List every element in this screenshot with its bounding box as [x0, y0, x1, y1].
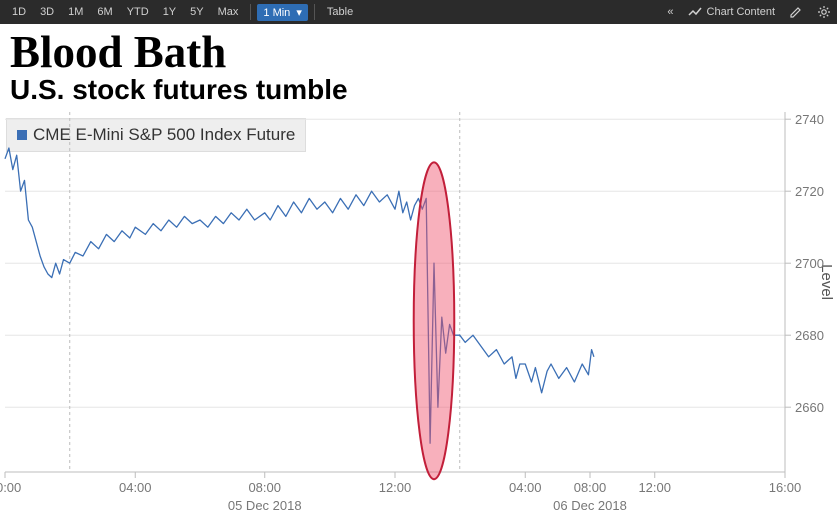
time-range-button-3d[interactable]: 3D — [34, 4, 60, 20]
svg-text:16:00: 16:00 — [769, 480, 802, 495]
svg-text:08:00: 08:00 — [248, 480, 281, 495]
svg-text:2680: 2680 — [795, 328, 824, 343]
gear-icon[interactable] — [817, 5, 831, 19]
line-chart: 2660 2680 2700 2720 2740 20:00 04:00 08:00 12:00… — [0, 112, 837, 518]
toolbar-right: « Chart Content — [667, 5, 831, 19]
time-range-button-max[interactable]: Max — [212, 4, 245, 20]
svg-text:2660: 2660 — [795, 400, 824, 415]
time-range-button-6m[interactable]: 6M — [91, 4, 118, 20]
time-range-button-1y[interactable]: 1Y — [157, 4, 182, 20]
chart-content-button[interactable]: Chart Content — [688, 5, 775, 19]
time-range-buttons: 1D3D1M6MYTD1Y5YMax — [6, 4, 244, 20]
chart-icon — [688, 5, 702, 19]
svg-text:12:00: 12:00 — [379, 480, 412, 495]
svg-text:04:00: 04:00 — [509, 480, 542, 495]
svg-text:05 Dec 2018: 05 Dec 2018 — [228, 498, 302, 513]
toolbar: 1D3D1M6MYTD1Y5YMax 1 Min ▾ Table « Chart… — [0, 0, 837, 24]
time-range-button-1m[interactable]: 1M — [62, 4, 89, 20]
svg-text:2740: 2740 — [795, 112, 824, 127]
svg-text:12:00: 12:00 — [638, 480, 671, 495]
subhead: U.S. stock futures tumble — [10, 75, 827, 106]
svg-text:08:00: 08:00 — [574, 480, 607, 495]
interval-button[interactable]: 1 Min ▾ — [257, 4, 308, 21]
time-range-button-5y[interactable]: 5Y — [184, 4, 209, 20]
svg-text:04:00: 04:00 — [119, 480, 152, 495]
chart-content-label: Chart Content — [707, 6, 775, 18]
toolbar-divider — [314, 4, 315, 20]
time-range-button-1d[interactable]: 1D — [6, 4, 32, 20]
toolbar-divider — [250, 4, 251, 20]
chevron-down-icon: ▾ — [296, 7, 302, 19]
time-range-button-ytd[interactable]: YTD — [121, 4, 155, 20]
svg-text:2720: 2720 — [795, 184, 824, 199]
svg-text:06 Dec 2018: 06 Dec 2018 — [553, 498, 627, 513]
interval-label: 1 Min — [263, 7, 290, 19]
chart-area: 2660 2680 2700 2720 2740 20:00 04:00 08:00 12:00… — [0, 112, 837, 518]
svg-text:2700: 2700 — [795, 256, 824, 271]
title-area: Blood Bath U.S. stock futures tumble — [0, 24, 837, 110]
edit-icon[interactable] — [789, 5, 803, 19]
svg-text:20:00: 20:00 — [0, 480, 21, 495]
table-button[interactable]: Table — [321, 4, 359, 20]
headline: Blood Bath — [10, 30, 827, 75]
nav-left-button[interactable]: « — [667, 6, 673, 18]
